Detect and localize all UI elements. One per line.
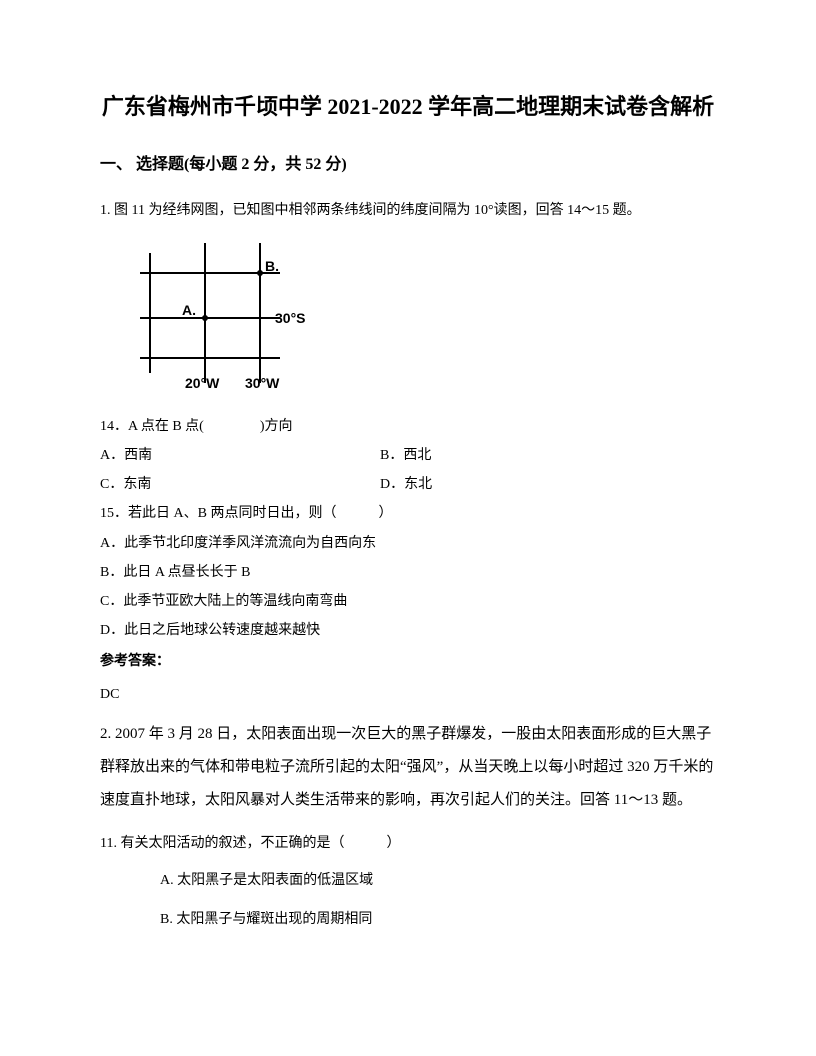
- q15-stem: 15．若此日 A、B 两点同时日出，则（ ）: [100, 501, 716, 526]
- q11-optA: A. 太阳黑子是太阳表面的低温区域: [160, 868, 716, 893]
- q11-stem: 11. 有关太阳活动的叙述，不正确的是（ ）: [100, 831, 716, 856]
- label-A: A.: [182, 302, 196, 318]
- label-lon1: 20°W: [185, 375, 220, 391]
- q14-row2: C．东南 D．东北: [100, 472, 716, 497]
- q15-optC: C．此季节亚欧大陆上的等温线向南弯曲: [100, 589, 716, 614]
- q1-intro: 1. 图 11 为经纬网图，已知图中相邻两条纬线间的纬度间隔为 10°读图，回答…: [100, 198, 716, 223]
- label-B: B.: [265, 258, 279, 274]
- q14-optD: D．东北: [380, 472, 716, 497]
- q15-optA: A．此季节北印度洋季风洋流流向为自西向东: [100, 531, 716, 556]
- latlon-grid-svg: B. A. 30°S 20°W 30°W: [130, 233, 330, 393]
- q14-optA: A．西南: [100, 443, 380, 468]
- q14-optB: B．西北: [380, 443, 716, 468]
- q15-optB: B．此日 A 点昼长长于 B: [100, 560, 716, 585]
- q11-optB: B. 太阳黑子与耀斑出现的周期相同: [160, 907, 716, 932]
- answer-1: DC: [100, 682, 716, 707]
- label-lat: 30°S: [275, 310, 306, 326]
- section-header: 一、 选择题(每小题 2 分，共 52 分): [100, 151, 716, 180]
- q14-row1: A．西南 B．西北: [100, 443, 716, 468]
- grid-diagram: B. A. 30°S 20°W 30°W: [130, 233, 716, 404]
- answer-label: 参考答案：: [100, 649, 716, 674]
- q2-passage: 2. 2007 年 3 月 28 日，太阳表面出现一次巨大的黑子群爆发，一股由太…: [100, 718, 716, 817]
- exam-title: 广东省梅州市千顷中学 2021-2022 学年高二地理期末试卷含解析: [100, 90, 716, 123]
- q14-optC: C．东南: [100, 472, 380, 497]
- q15-optD: D．此日之后地球公转速度越来越快: [100, 618, 716, 643]
- q14-stem: 14．A 点在 B 点( )方向: [100, 414, 716, 439]
- label-lon2: 30°W: [245, 375, 280, 391]
